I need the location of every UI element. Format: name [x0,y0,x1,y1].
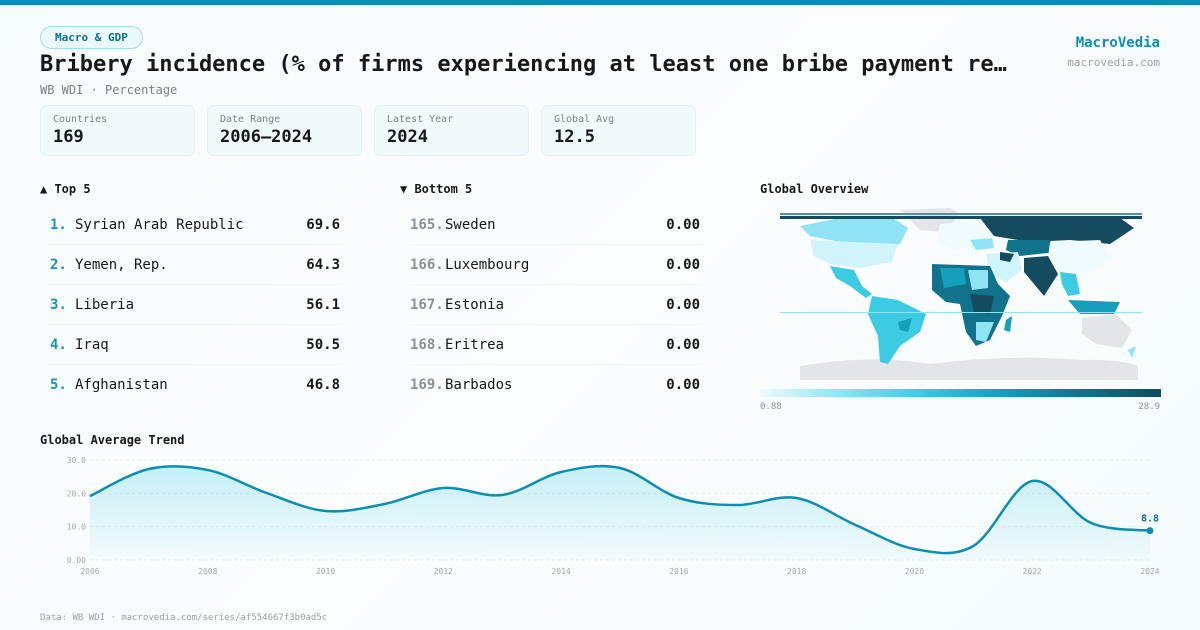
svg-text:2010: 2010 [316,567,335,576]
list-item[interactable]: 3. Liberia 56.1 [50,285,340,325]
svg-text:20.0: 20.0 [67,489,86,498]
svg-text:2020: 2020 [905,567,924,576]
legend-max-label: 28.9 [1138,402,1160,412]
country-value: 0.00 [666,377,700,393]
country-value: 0.00 [666,296,700,313]
svg-text:0.00: 0.00 [67,556,86,565]
country-name: Syrian Arab Republic [75,216,244,233]
top5-heading: ▲ Top 5 [40,182,91,196]
stat-card-countries: Countries 169 [40,105,195,156]
y-axis-ticks: 0.00 10.0 20.0 30.0 [67,456,86,565]
bottom5-heading: ▼ Bottom 5 [400,182,473,196]
svg-text:2014: 2014 [551,567,570,576]
rank-number: 166. [410,256,444,273]
bottom5-panel: ▼ Bottom 5 165. Sweden 0.00 166. Luxembo… [400,182,700,405]
stat-value: 2024 [387,127,428,147]
world-choropleth-map[interactable] [780,204,1142,382]
rank-number: 168. [410,336,444,353]
list-item[interactable]: 165. Sweden 0.00 [410,205,700,245]
country-value: 0.00 [666,256,700,273]
stat-value: 12.5 [554,127,595,147]
svg-text:2006: 2006 [80,567,99,576]
rank-number: 4. [50,336,67,353]
svg-text:2008: 2008 [198,567,217,576]
list-item[interactable]: 2. Yemen, Rep. 64.3 [50,245,340,285]
country-value: 64.3 [306,256,340,273]
trend-area [90,466,1150,560]
list-item[interactable]: 1. Syrian Arab Republic 69.6 [50,205,340,245]
stat-label: Date Range [220,114,281,125]
svg-text:2024: 2024 [1140,567,1159,576]
country-name: Eritrea [445,336,505,353]
svg-text:2022: 2022 [1023,567,1042,576]
stats-row: Countries 169 Date Range 2006–2024 Lates… [40,105,696,156]
stat-card-global-avg: Global Avg 12.5 [541,105,696,156]
rank-number: 165. [410,216,444,233]
country-name: Liberia [75,296,135,313]
country-value: 0.00 [666,216,700,233]
footer-source: Data: WB WDI · macrovedia.com/series/af5… [40,613,328,623]
top5-list: 1. Syrian Arab Republic 69.6 2. Yemen, R… [50,205,340,405]
svg-text:2018: 2018 [787,567,806,576]
page-subtitle: WB WDI · Percentage [40,83,178,97]
stat-value: 2006–2024 [220,127,313,147]
brand: MacroVedia macrovedia.com [1067,35,1160,69]
svg-text:2016: 2016 [669,567,688,576]
stat-label: Global Avg [554,114,615,125]
legend-min-label: 0.88 [760,402,782,412]
rank-number: 169. [410,377,444,393]
trend-title: Global Average Trend [40,433,185,447]
trend-line [89,464,1151,555]
rank-number: 5. [50,377,67,393]
rank-number: 2. [50,256,67,273]
global-average-trend-chart[interactable]: 0.00 10.0 20.0 30.0 2006 2008 2010 2012 2014 201… [0,450,1200,580]
stat-label: Latest Year [387,114,454,125]
list-item[interactable]: 167. Estonia 0.00 [410,285,700,325]
country-value: 46.8 [306,377,340,393]
page-title: Bribery incidence (% of firms experienci… [40,52,1007,77]
country-value: 50.5 [306,336,340,353]
brand-name[interactable]: MacroVedia [1075,35,1160,51]
country-value: 69.6 [306,216,340,233]
list-item[interactable]: 4. Iraq 50.5 [50,325,340,365]
bottom5-list: 165. Sweden 0.00 166. Luxembourg 0.00 16… [410,205,700,405]
list-item[interactable]: 168. Eritrea 0.00 [410,325,700,365]
x-axis-ticks: 2006 2008 2010 2012 2014 2016 2018 2020 2022 2024 [80,567,1159,576]
list-item[interactable]: 5. Afghanistan 46.8 [50,365,340,405]
latest-value-label: 8.8 [1141,514,1159,525]
country-name: Yemen, Rep. [75,256,168,273]
stat-card-latest-year: Latest Year 2024 [374,105,529,156]
latest-point-marker[interactable] [1146,527,1154,535]
country-name: Iraq [75,336,109,353]
color-legend-bar [760,389,1161,397]
map-title: Global Overview [760,182,869,196]
global-overview-panel: Global Overview [760,182,1161,412]
country-value: 56.1 [306,296,340,313]
stat-label: Countries [53,114,108,125]
category-tag[interactable]: Macro & GDP [40,26,143,49]
country-name: Luxembourg [445,256,530,273]
list-item[interactable]: 166. Luxembourg 0.00 [410,245,700,285]
stat-card-date-range: Date Range 2006–2024 [207,105,362,156]
country-name: Barbados [445,377,513,393]
brand-url[interactable]: macrovedia.com [1067,56,1160,69]
country-value: 0.00 [666,336,700,353]
top5-panel: ▲ Top 5 1. Syrian Arab Republic 69.6 2. … [40,182,340,405]
top-accent-bar [0,0,1200,5]
rank-number: 1. [50,216,67,233]
svg-text:2012: 2012 [434,567,453,576]
country-name: Estonia [445,296,505,313]
svg-text:30.0: 30.0 [67,456,86,465]
svg-text:10.0: 10.0 [67,523,86,532]
stat-value: 169 [53,127,84,147]
list-item[interactable]: 169. Barbados 0.00 [410,365,700,405]
rank-number: 167. [410,296,444,313]
country-name: Sweden [445,216,496,233]
rank-number: 3. [50,296,67,313]
country-name: Afghanistan [75,377,168,393]
